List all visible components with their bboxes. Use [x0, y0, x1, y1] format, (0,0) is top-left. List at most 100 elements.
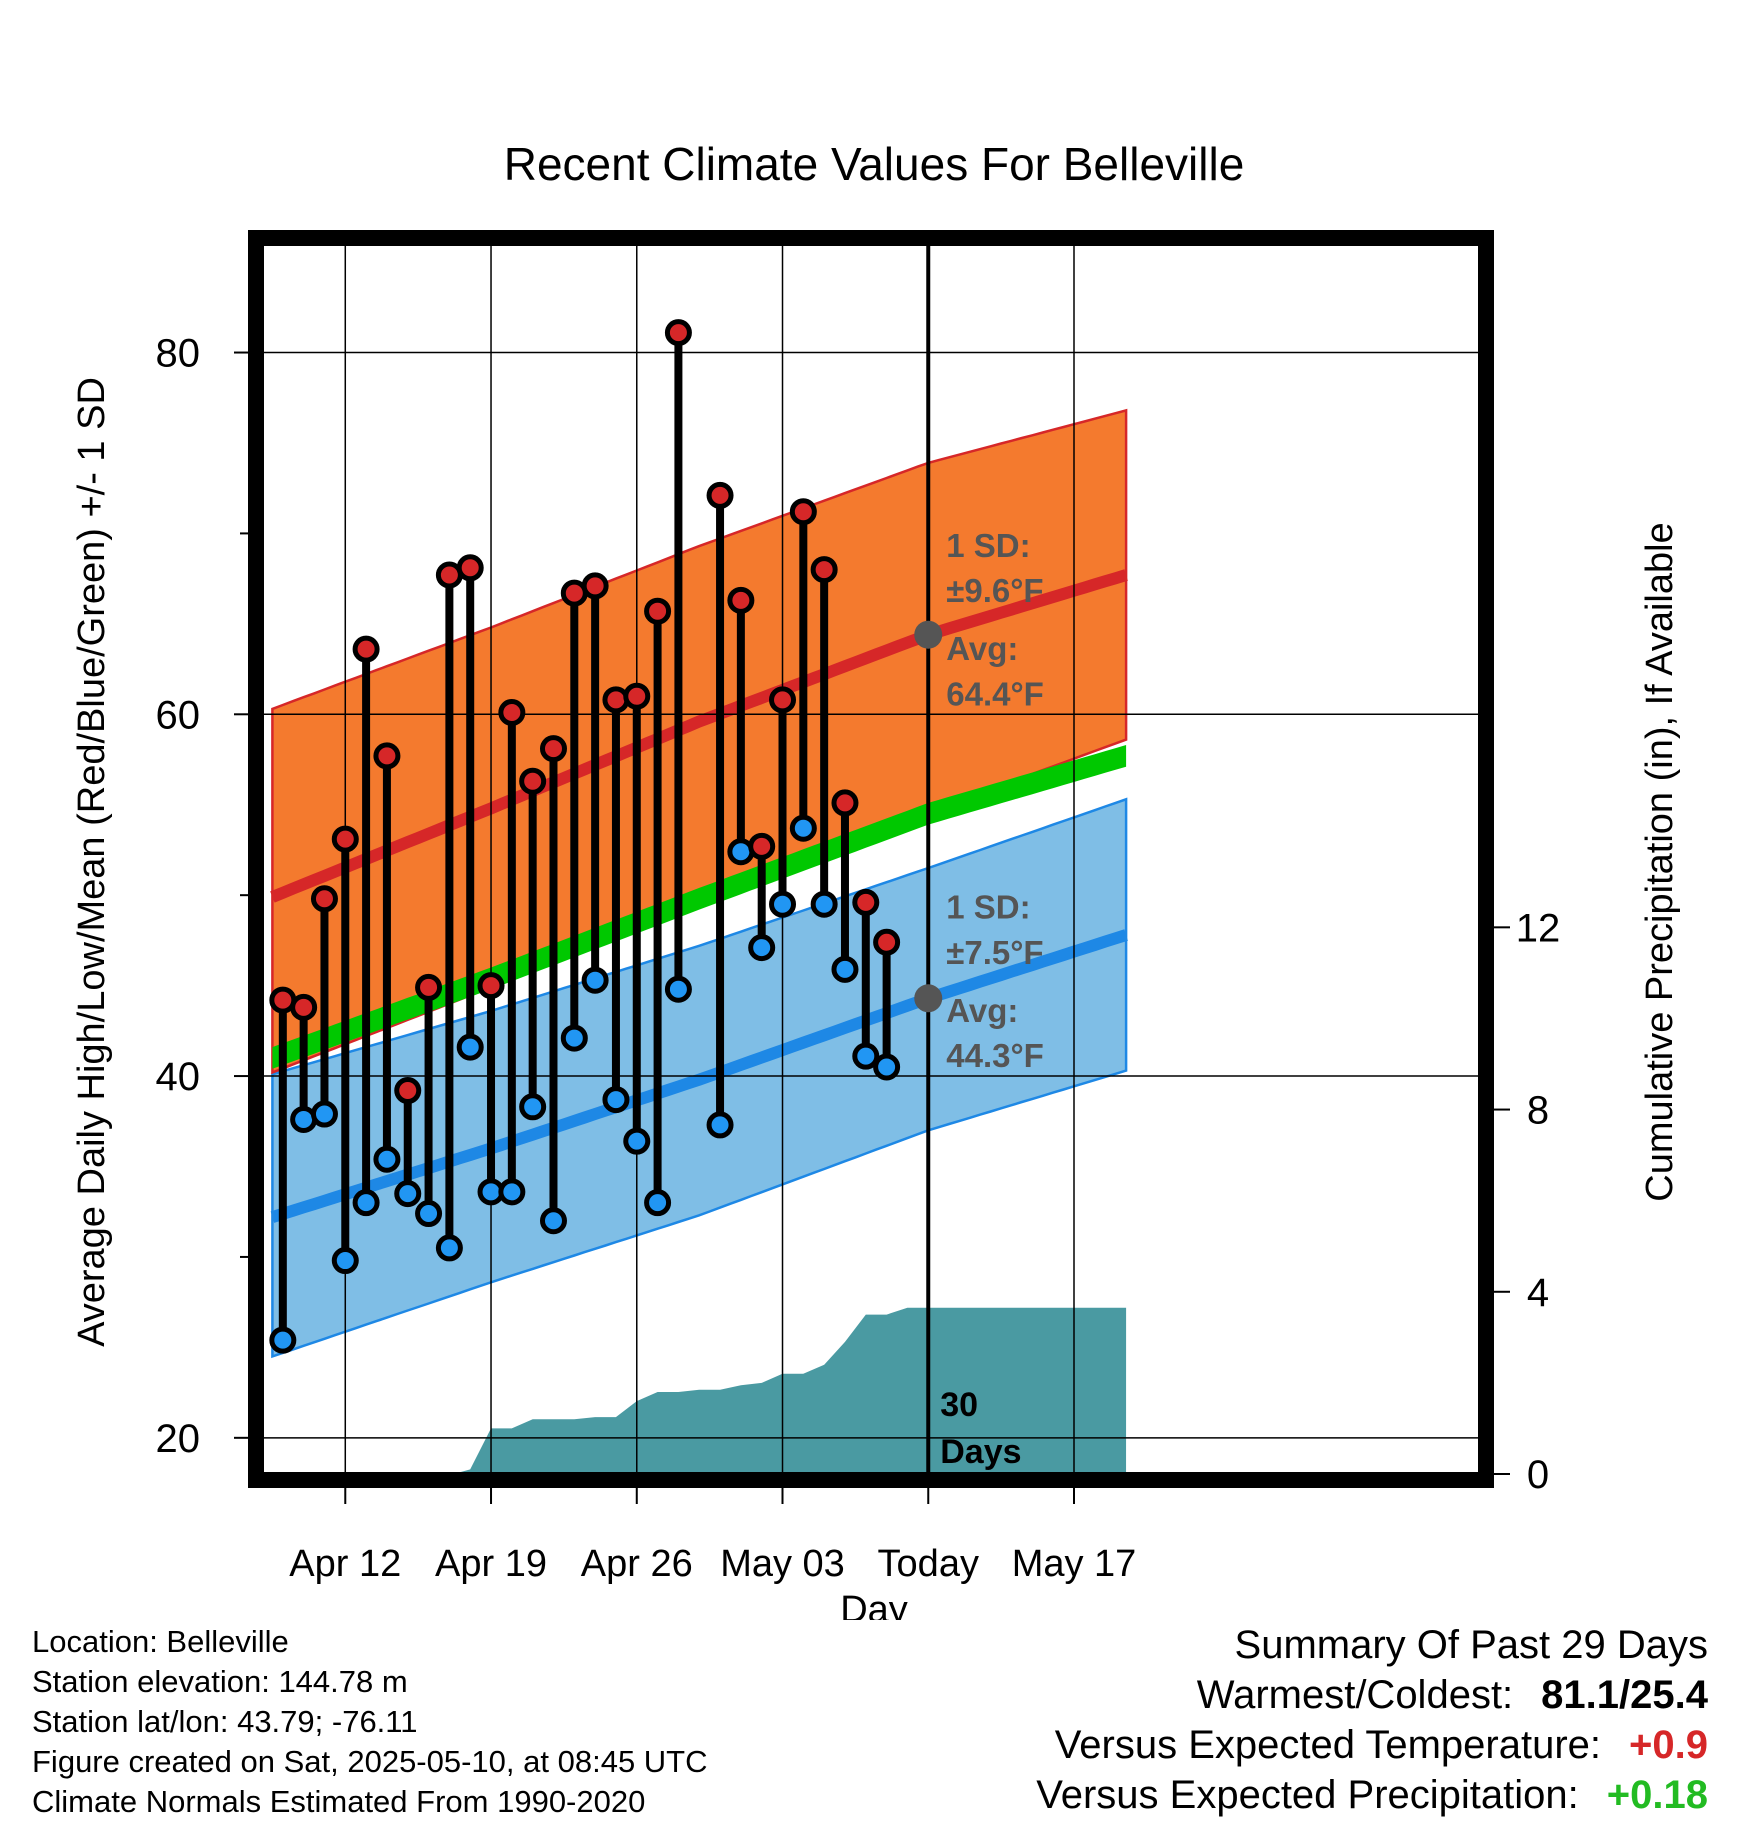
- daily-low-point: [873, 1053, 901, 1081]
- y-tick-label: 80: [156, 332, 201, 376]
- temp-value: +0.9: [1629, 1723, 1708, 1767]
- latlon-text: Station lat/lon: 43.79; -76.11: [32, 1704, 418, 1739]
- high-avg-value: 64.4°F: [946, 675, 1044, 712]
- location-text: Location: Belleville: [32, 1624, 289, 1659]
- summary-warm-cold: Warmest/Coldest: 81.1/25.4: [1036, 1670, 1708, 1720]
- daily-low-point: [269, 1326, 297, 1354]
- daily-low-point: [852, 1042, 880, 1070]
- daily-high-point: [310, 885, 338, 913]
- summary-temp: Versus Expected Temperature: +0.9: [1036, 1720, 1708, 1770]
- today-high-avg-marker: [914, 620, 943, 649]
- daily-low-point: [435, 1234, 463, 1262]
- daily-low-point: [706, 1111, 734, 1139]
- daily-high-point: [331, 825, 359, 853]
- low-sd-value: ±7.5°F: [946, 934, 1043, 971]
- daily-low-point: [789, 814, 817, 842]
- daily-low-point: [394, 1180, 422, 1208]
- daily-high-point: [706, 481, 734, 509]
- daily-low-point: [310, 1100, 338, 1128]
- normals-text: Climate Normals Estimated From 1990-2020: [32, 1784, 646, 1819]
- y-tick-label: 20: [156, 1417, 201, 1461]
- low-mean-line: [270, 929, 1128, 1223]
- daily-low-point: [831, 955, 859, 983]
- y-axis-label: Average Daily High/Low/Mean (Red/Blue/Gr…: [71, 377, 113, 1347]
- high-mean-line: [270, 569, 1128, 903]
- daily-high-point: [394, 1077, 422, 1105]
- daily-low-point: [623, 1127, 651, 1155]
- precip-value: +0.18: [1606, 1773, 1708, 1817]
- warm-cold-value: 81.1/25.4: [1541, 1673, 1708, 1717]
- daily-low-point: [810, 890, 838, 918]
- y-tick-label: 40: [156, 1055, 201, 1099]
- daily-high-point: [456, 554, 484, 582]
- daily-high-point: [873, 928, 901, 956]
- x-tick-label: Apr 19: [435, 1543, 547, 1585]
- elevation-text: Station elevation: 144.78 m: [32, 1664, 408, 1699]
- y-tick-label: 60: [156, 693, 201, 737]
- summary-heading: Summary Of Past 29 Days: [1234, 1623, 1708, 1667]
- station-info: Location: Belleville Station elevation: …: [32, 1622, 708, 1822]
- daily-high-point: [769, 686, 797, 714]
- daily-low-point: [539, 1207, 567, 1235]
- low-sd-label: 1 SD:: [946, 889, 1030, 926]
- x-tick-label: May 03: [720, 1543, 845, 1585]
- days-label: Days: [940, 1433, 1021, 1471]
- x-tick-label: Apr 26: [581, 1543, 693, 1585]
- daily-high-point: [581, 572, 609, 600]
- daily-high-point: [352, 635, 380, 663]
- summary-precip: Versus Expected Precipitation: +0.18: [1036, 1770, 1708, 1820]
- daily-high-point: [477, 972, 505, 1000]
- daily-high-point: [831, 789, 859, 817]
- temp-label: Versus Expected Temperature:: [1054, 1723, 1602, 1767]
- daily-high-point: [644, 597, 672, 625]
- plot-area: [262, 244, 1480, 1474]
- y2-axis-label: Cumulative Precipitation (in), If Availa…: [1639, 522, 1681, 1201]
- y2-tick-label: 12: [1516, 906, 1561, 950]
- daily-low-point: [331, 1247, 359, 1275]
- x-tick-label: Today: [878, 1543, 979, 1585]
- daily-high-point: [498, 698, 526, 726]
- daily-high-point: [602, 686, 630, 714]
- daily-low-point: [498, 1178, 526, 1206]
- daily-low-point: [769, 890, 797, 918]
- x-axis-label: Day: [840, 1589, 908, 1620]
- created-text: Figure created on Sat, 2025-05-10, at 08…: [32, 1744, 708, 1779]
- daily-low-point: [352, 1189, 380, 1217]
- y2-tick-label: 0: [1527, 1453, 1549, 1497]
- precip-label: Versus Expected Precipitation:: [1036, 1773, 1579, 1817]
- daily-high-point: [290, 993, 318, 1021]
- daily-low-point: [664, 975, 692, 1003]
- daily-high-point: [664, 319, 692, 347]
- climate-chart: Recent Climate Values For Belleville 1 S…: [71, 138, 1681, 1620]
- daily-high-point: [539, 735, 567, 763]
- daily-low-point: [602, 1086, 630, 1114]
- daily-high-point: [789, 498, 817, 526]
- precip-area: [272, 1307, 1127, 1474]
- daily-low-point: [519, 1093, 547, 1121]
- days-count: 30: [940, 1386, 978, 1424]
- daily-high-point: [373, 742, 401, 770]
- daily-high-point: [519, 767, 547, 795]
- daily-low-point: [373, 1145, 401, 1173]
- daily-high-point: [415, 973, 443, 1001]
- warm-cold-label: Warmest/Coldest:: [1196, 1673, 1514, 1717]
- daily-high-point: [727, 586, 755, 614]
- x-tick-label: May 17: [1012, 1543, 1137, 1585]
- y2-tick-label: 4: [1527, 1271, 1549, 1315]
- summary-panel: Summary Of Past 29 Days Warmest/Coldest:…: [1036, 1620, 1708, 1820]
- daily-low-point: [415, 1200, 443, 1228]
- high-avg-label: Avg:: [946, 630, 1018, 667]
- low-avg-value: 44.3°F: [946, 1037, 1044, 1074]
- daily-low-point: [748, 934, 776, 962]
- daily-high-point: [810, 556, 838, 584]
- low-avg-label: Avg:: [946, 992, 1018, 1029]
- y2-tick-label: 8: [1527, 1089, 1549, 1133]
- daily-high-point: [852, 888, 880, 916]
- daily-low-point: [644, 1189, 672, 1217]
- daily-low-point: [560, 1024, 588, 1052]
- daily-low-point: [581, 966, 609, 994]
- daily-high-point: [748, 832, 776, 860]
- daily-low-point: [456, 1033, 484, 1061]
- chart-title: Recent Climate Values For Belleville: [504, 138, 1245, 190]
- x-tick-label: Apr 12: [289, 1543, 401, 1585]
